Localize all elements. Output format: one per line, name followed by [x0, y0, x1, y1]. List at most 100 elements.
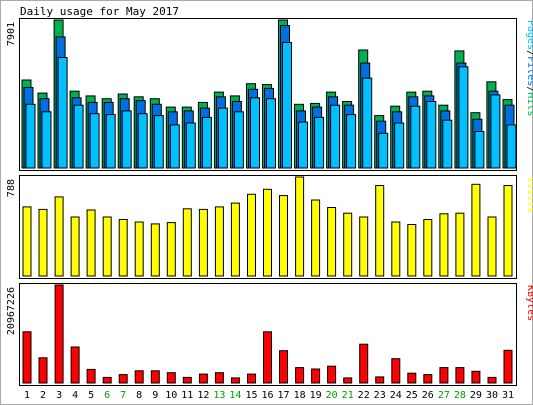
- day-label-15: 15: [245, 390, 257, 401]
- day-label-7: 7: [120, 390, 126, 401]
- panel-kbytes: 20967226 KBytes: [6, 283, 533, 386]
- bar-pages-day-26: [426, 101, 437, 169]
- bar-pages-day-4: [73, 104, 84, 169]
- bar-visits-day-14: [230, 202, 240, 277]
- bar-visits-day-21: [343, 212, 353, 277]
- bar-kbytes-day-9: [150, 370, 160, 384]
- bar-kbytes-day-1: [22, 331, 32, 384]
- chart-panels: 7901 Pages/Files/Hits 788 Visits 20967226 KBy…: [6, 18, 533, 386]
- bar-visits-day-2: [38, 208, 48, 277]
- day-label-6: 6: [104, 390, 110, 401]
- series-kbytes: [22, 284, 513, 384]
- bar-pages-day-6: [105, 114, 116, 169]
- bar-visits-day-6: [102, 216, 112, 277]
- bar-pages-day-20: [330, 104, 341, 169]
- bar-visits-day-17: [279, 195, 288, 277]
- bar-pages-day-27: [442, 119, 453, 169]
- day-label-23: 23: [374, 390, 386, 401]
- bar-pages-day-21: [346, 114, 357, 169]
- bar-visits-day-4: [70, 216, 80, 277]
- bar-kbytes-day-15: [247, 373, 256, 384]
- y-max-label: 788: [6, 179, 17, 197]
- bar-pages-day-19: [314, 116, 325, 169]
- bar-visits-day-15: [247, 193, 256, 277]
- bar-visits-day-26: [423, 219, 433, 277]
- bar-visits-day-8: [134, 221, 144, 277]
- day-label-18: 18: [294, 390, 306, 401]
- day-label-16: 16: [261, 390, 273, 401]
- bar-kbytes-day-27: [439, 367, 449, 384]
- bar-kbytes-day-30: [487, 376, 497, 384]
- bar-kbytes-day-19: [311, 368, 321, 384]
- bar-pages-day-16: [266, 98, 276, 169]
- bar-kbytes-day-22: [359, 343, 369, 384]
- day-label-19: 19: [310, 390, 322, 401]
- bar-kbytes-day-28: [455, 367, 465, 384]
- bar-kbytes-day-24: [391, 358, 401, 384]
- bar-kbytes-day-14: [230, 377, 240, 384]
- bar-kbytes-day-25: [407, 372, 417, 384]
- bar-pages-day-29: [474, 131, 485, 169]
- day-label-8: 8: [136, 390, 142, 401]
- bar-pages-day-22: [362, 77, 373, 169]
- series-label: Visits: [525, 177, 533, 213]
- bar-kbytes-day-3: [54, 284, 64, 384]
- bar-kbytes-day-23: [375, 376, 385, 384]
- bar-kbytes-day-5: [86, 368, 96, 384]
- bar-visits-day-19: [311, 199, 321, 277]
- panel-hits_files_pages: 7901 Pages/Files/Hits: [6, 18, 533, 171]
- bar-kbytes-day-17: [279, 350, 288, 384]
- panel-visits: 788 Visits: [6, 175, 533, 279]
- bar-kbytes-day-2: [38, 357, 48, 384]
- bar-visits-day-3: [54, 196, 64, 277]
- bar-kbytes-day-16: [263, 331, 272, 384]
- day-label-22: 22: [358, 390, 370, 401]
- bar-kbytes-day-20: [327, 365, 337, 384]
- series-label: Pages/Files/Hits: [525, 20, 533, 116]
- bar-visits-day-18: [295, 176, 305, 277]
- bar-pages-day-8: [137, 113, 148, 169]
- bar-visits-day-31: [503, 185, 513, 277]
- bar-kbytes-day-11: [182, 376, 192, 384]
- day-label-26: 26: [422, 390, 434, 401]
- bar-kbytes-day-8: [134, 370, 144, 384]
- bar-pages-day-25: [410, 105, 421, 169]
- bar-pages-day-3: [57, 57, 68, 169]
- bar-pages-day-11: [185, 122, 196, 169]
- day-label-14: 14: [229, 390, 241, 401]
- bar-visits-day-12: [198, 208, 208, 277]
- bar-pages-day-17: [282, 42, 292, 169]
- bar-pages-day-31: [506, 124, 517, 169]
- day-label-29: 29: [470, 390, 482, 401]
- day-label-11: 11: [181, 390, 193, 401]
- bar-visits-day-11: [182, 208, 192, 277]
- day-label-30: 30: [486, 390, 498, 401]
- bar-visits-day-9: [150, 223, 160, 277]
- bar-visits-day-29: [471, 183, 481, 277]
- day-label-5: 5: [88, 390, 94, 401]
- day-label-1: 1: [24, 390, 30, 401]
- day-label-31: 31: [502, 390, 514, 401]
- bar-pages-day-1: [25, 103, 36, 169]
- bar-pages-day-30: [490, 94, 501, 169]
- day-label-13: 13: [213, 390, 225, 401]
- day-label-4: 4: [72, 390, 78, 401]
- bar-pages-day-24: [394, 122, 405, 169]
- bar-visits-day-27: [439, 213, 449, 277]
- bar-pages-day-5: [89, 113, 100, 169]
- bar-visits-day-24: [391, 221, 401, 277]
- series-pages: [25, 42, 517, 169]
- bar-pages-day-28: [458, 66, 469, 169]
- bar-pages-day-23: [378, 132, 389, 169]
- day-label-2: 2: [40, 390, 46, 401]
- bar-pages-day-13: [217, 107, 228, 169]
- bar-visits-day-7: [118, 219, 128, 277]
- series-visits: [22, 176, 513, 277]
- bar-visits-day-23: [375, 185, 385, 277]
- bar-visits-day-13: [214, 206, 224, 277]
- y-max-label: 20967226: [6, 287, 17, 335]
- bar-pages-day-18: [298, 121, 308, 169]
- day-label-9: 9: [152, 390, 158, 401]
- day-label-10: 10: [165, 390, 177, 401]
